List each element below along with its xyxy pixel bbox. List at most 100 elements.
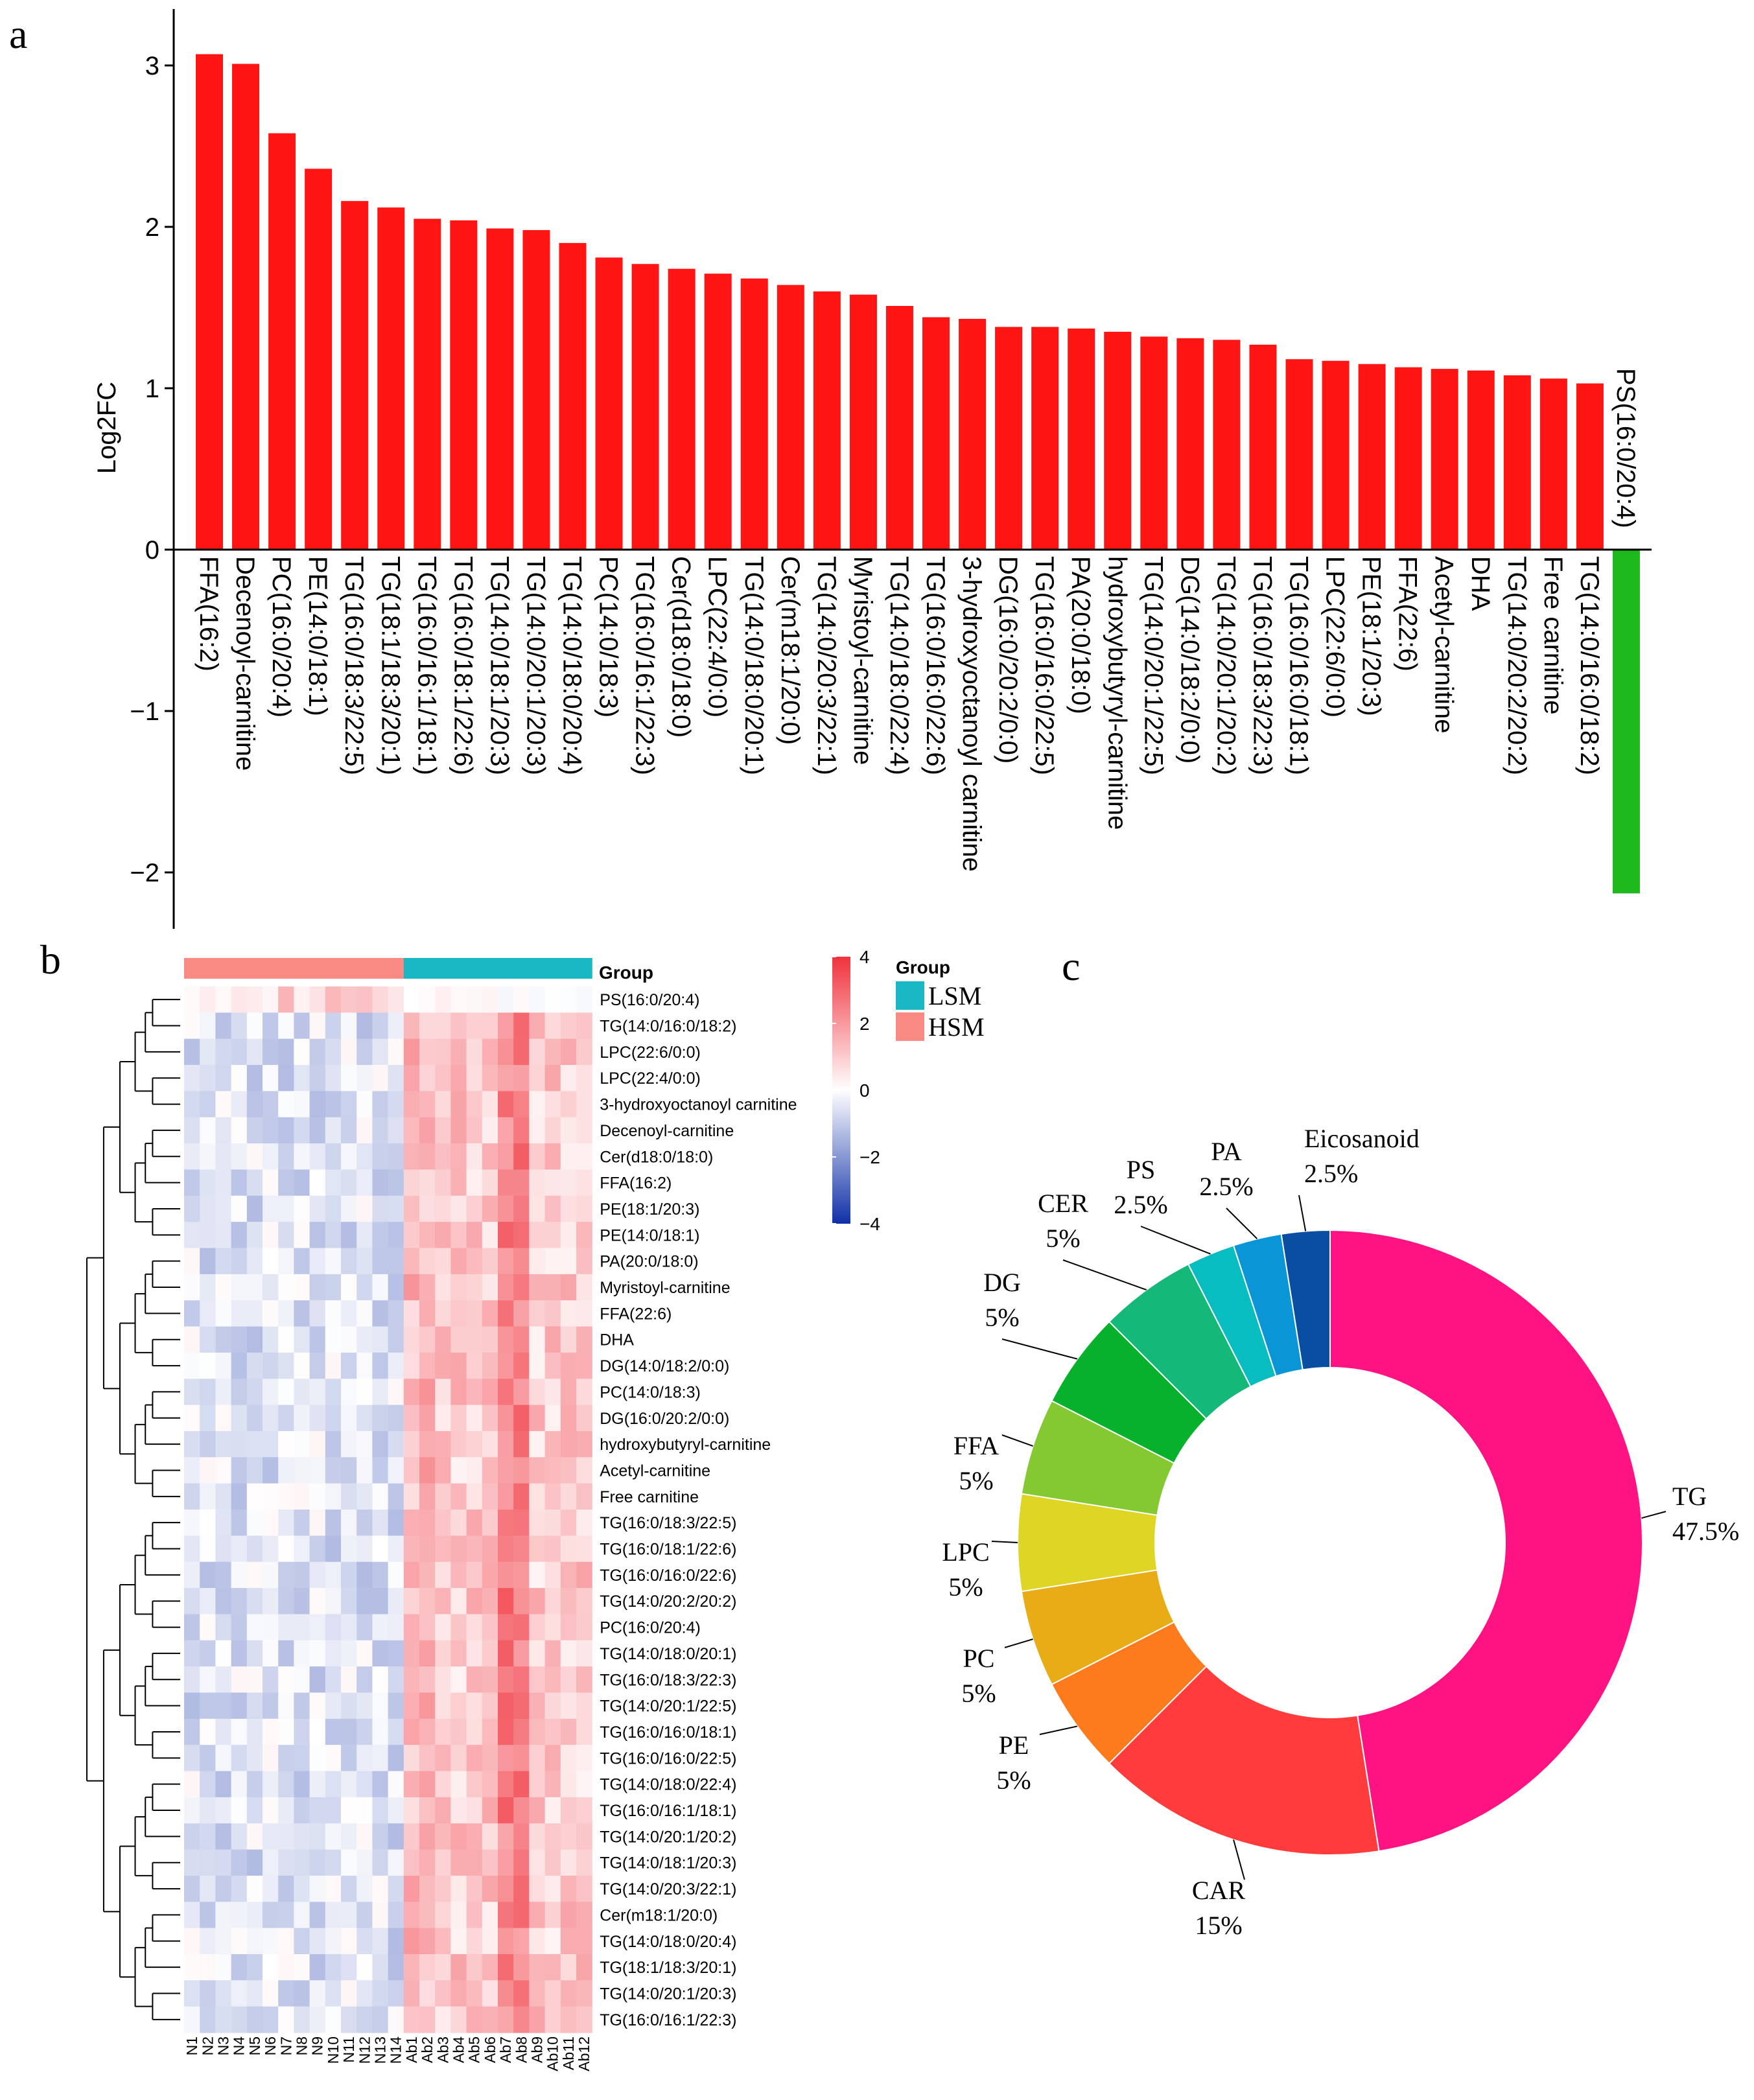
heatmap-cell <box>560 1379 577 1406</box>
heatmap-cell <box>388 1614 404 1641</box>
bar-category-label: Cer(m18:1/20:0) <box>776 556 804 745</box>
heatmap-cell <box>466 1561 483 1589</box>
heatmap-cell <box>388 1065 404 1091</box>
heatmap-cell <box>309 1954 326 1981</box>
heatmap-row-label: TG(14:0/18:0/20:1) <box>600 1645 736 1663</box>
group-annotation-cell <box>419 958 436 979</box>
heatmap-cell <box>466 1300 483 1327</box>
heatmap-cell <box>200 2006 216 2033</box>
heatmap-cell <box>357 1614 373 1641</box>
heatmap-cell <box>184 1875 200 1902</box>
heatmap-cell <box>498 1902 514 1929</box>
heatmap-cell <box>513 1065 530 1091</box>
group-annotation-cell <box>388 958 404 979</box>
donut-percent-label: 5% <box>959 1466 993 1495</box>
heatmap-cell <box>263 1561 279 1589</box>
heatmap-cell <box>513 1718 530 1745</box>
heatmap-cell <box>544 1745 561 1772</box>
heatmap-cell <box>246 1379 263 1406</box>
heatmap-cell <box>513 1405 530 1432</box>
heatmap-cell <box>498 1823 514 1850</box>
heatmap-cell <box>466 1928 483 1955</box>
heatmap-cell <box>450 1405 467 1432</box>
heatmap-cell <box>450 1248 467 1275</box>
colorbar-tick-label: −2 <box>859 1147 880 1167</box>
colorbar-tick-label: 2 <box>859 1014 870 1034</box>
heatmap-cell <box>246 1248 263 1275</box>
heatmap-cell <box>278 1771 294 1798</box>
heatmap-cell <box>231 1823 248 1850</box>
heatmap-cell <box>466 1823 483 1850</box>
heatmap-cell <box>200 1797 216 1824</box>
heatmap-cell <box>200 1666 216 1694</box>
heatmap-cell <box>341 1823 357 1850</box>
heatmap-cell <box>341 1928 357 1955</box>
heatmap-cell <box>482 1902 498 1929</box>
heatmap-cell <box>498 1483 514 1510</box>
heatmap-cell <box>357 1666 373 1694</box>
heatmap-cell <box>435 1692 451 1720</box>
heatmap-cell <box>200 1091 216 1118</box>
heatmap-cell <box>246 1430 263 1458</box>
heatmap-cell <box>498 1771 514 1798</box>
heatmap-cell <box>309 1038 326 1066</box>
heatmap-cell <box>341 1143 357 1171</box>
heatmap-cell <box>544 1405 561 1432</box>
heatmap-cell <box>357 1561 373 1589</box>
heatmap-cell <box>419 1326 436 1353</box>
heatmap-cell <box>529 1117 546 1144</box>
heatmap-cell <box>341 1430 357 1458</box>
heatmap-cell <box>309 1980 326 2007</box>
heatmap-cell <box>466 2006 483 2033</box>
heatmap-cell <box>309 1666 326 1694</box>
heatmap-cell <box>529 1849 546 1876</box>
heatmap-cell <box>357 1535 373 1563</box>
heatmap-cell <box>200 1222 216 1249</box>
bar-category-label: TG(16:0/16:0/18:1) <box>1285 556 1313 775</box>
heatmap-cell <box>544 1143 561 1171</box>
heatmap-cell <box>200 1535 216 1563</box>
heatmap-cell <box>513 1012 530 1040</box>
heatmap-row-label: hydroxybutyryl-carnitine <box>600 1436 771 1454</box>
heatmap-cell <box>544 1692 561 1720</box>
heatmap-cell <box>560 2006 577 2033</box>
heatmap-cell <box>450 1561 467 1589</box>
heatmap-cell <box>309 1849 326 1876</box>
heatmap-cell <box>466 1222 483 1249</box>
heatmap-cell <box>246 2006 263 2033</box>
heatmap-cell <box>231 1561 248 1589</box>
heatmap-cell <box>466 1248 483 1275</box>
heatmap-cell <box>215 1745 232 1772</box>
heatmap-row-label: TG(16:0/18:3/22:3) <box>600 1671 736 1689</box>
bar <box>1104 331 1132 550</box>
heatmap-cell <box>246 1954 263 1981</box>
heatmap-cell <box>246 1640 263 1667</box>
heatmap-cell <box>529 1561 546 1589</box>
heatmap-cell <box>357 1222 373 1249</box>
heatmap-cell <box>246 1457 263 1484</box>
heatmap-cell <box>576 1405 592 1432</box>
bar <box>1503 375 1531 550</box>
heatmap-cell <box>278 1222 294 1249</box>
heatmap-cell <box>294 1535 310 1563</box>
heatmap-cell <box>231 1248 248 1275</box>
heatmap-cell <box>388 1352 404 1379</box>
heatmap-cell <box>529 1483 546 1510</box>
heatmap-cell <box>200 1457 216 1484</box>
heatmap-cell <box>450 1692 467 1720</box>
heatmap-cell <box>388 1169 404 1196</box>
bar-category-label: TG(14:0/20:1/22:5) <box>1139 556 1167 775</box>
heatmap-cell <box>278 1797 294 1824</box>
heatmap-cell <box>466 1326 483 1353</box>
heatmap-cell <box>278 1012 294 1040</box>
heatmap-cell <box>435 1430 451 1458</box>
heatmap-cell <box>246 1091 263 1118</box>
heatmap-cell <box>513 1483 530 1510</box>
heatmap-cell <box>341 1614 357 1641</box>
heatmap-cell <box>560 1222 577 1249</box>
heatmap-cell <box>357 1797 373 1824</box>
heatmap-cell <box>215 1928 232 1955</box>
heatmap-cell <box>403 1195 420 1222</box>
heatmap-cell <box>388 1797 404 1824</box>
heatmap-column-label: N2 <box>199 2036 216 2055</box>
